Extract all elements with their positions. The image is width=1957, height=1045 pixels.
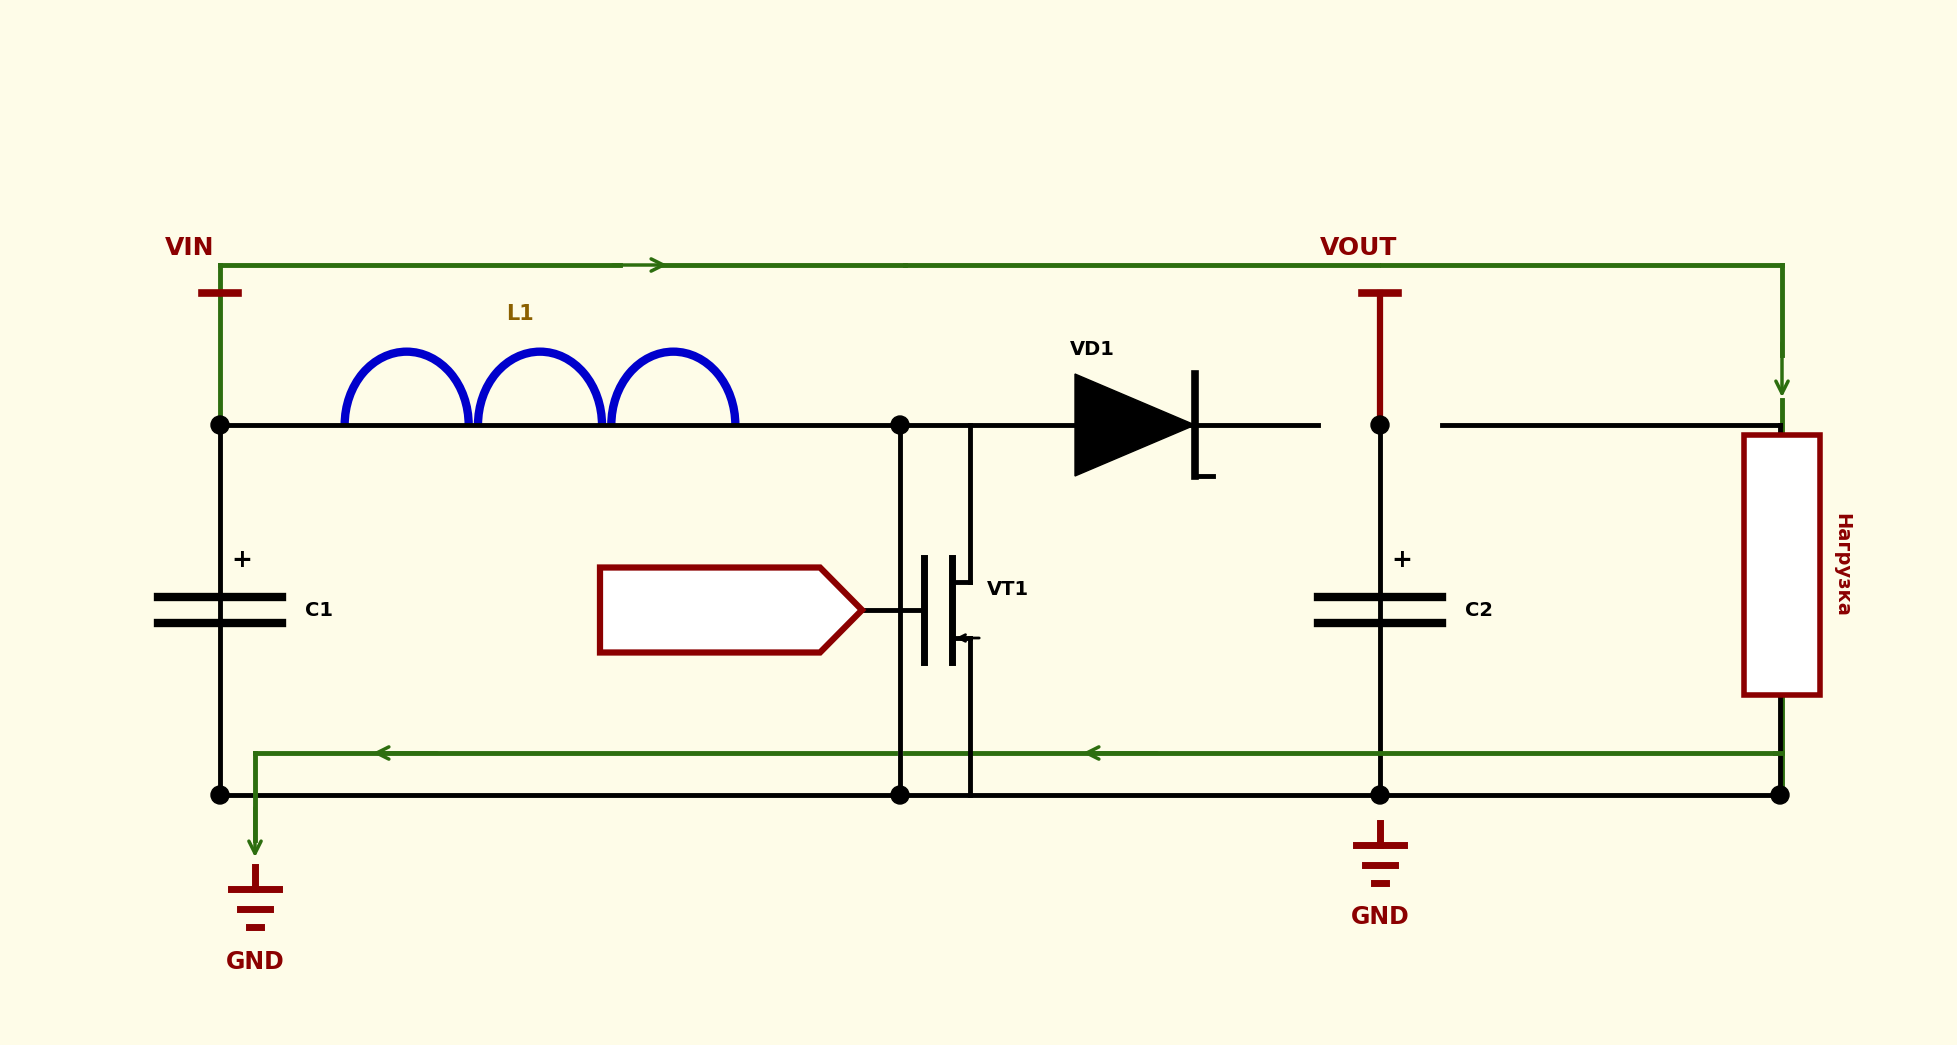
Text: +: + — [1391, 548, 1413, 572]
Circle shape — [211, 786, 229, 804]
Polygon shape — [601, 567, 861, 652]
Text: PWM: PWM — [679, 600, 742, 620]
Circle shape — [890, 416, 908, 434]
Text: L1: L1 — [507, 304, 534, 324]
Circle shape — [1372, 416, 1389, 434]
Text: VOUT: VOUT — [1321, 236, 1397, 260]
Circle shape — [890, 786, 908, 804]
Text: Нагрузка: Нагрузка — [1832, 513, 1851, 617]
Circle shape — [1372, 786, 1389, 804]
Text: VIN: VIN — [164, 236, 215, 260]
Bar — [1744, 435, 1820, 695]
Circle shape — [211, 416, 229, 434]
Text: GND: GND — [225, 950, 284, 974]
Text: C1: C1 — [305, 601, 333, 620]
Text: +: + — [231, 548, 252, 572]
Text: C2: C2 — [1466, 601, 1493, 620]
Text: VT1: VT1 — [986, 580, 1029, 599]
Polygon shape — [1074, 374, 1196, 477]
Text: GND: GND — [1350, 905, 1409, 929]
Text: VD1: VD1 — [1070, 340, 1115, 359]
Circle shape — [1771, 786, 1789, 804]
